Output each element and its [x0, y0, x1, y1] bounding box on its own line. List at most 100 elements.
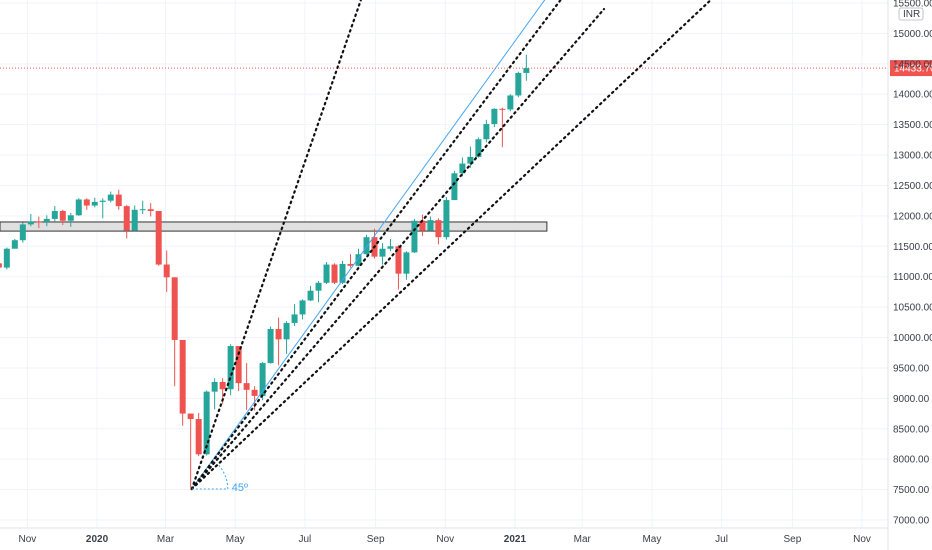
candle-body — [227, 346, 234, 390]
candle-body — [363, 237, 370, 255]
candle-body — [355, 254, 362, 266]
y-tick-label: 10500.00 — [893, 303, 932, 314]
y-axis: 7000.00 7500.00 8000.00 8500.00 9000.00 9500.… — [893, 0, 932, 527]
candle-body — [19, 224, 26, 241]
candle-body — [307, 290, 314, 301]
candle-body — [163, 264, 170, 278]
candle-body — [339, 263, 346, 283]
candle-body — [235, 346, 242, 384]
y-tick-label: 12000.00 — [893, 211, 932, 222]
candle-body — [283, 322, 290, 340]
x-tick-label: Mar — [157, 534, 175, 545]
y-tick-label: 8500.00 — [893, 424, 930, 435]
candle-body — [0, 263, 2, 268]
candle-body — [467, 156, 474, 164]
candle-body — [291, 314, 298, 323]
candle-body — [395, 246, 402, 274]
fan-line — [190, 0, 562, 491]
candle-body — [91, 201, 98, 206]
grid-lines — [0, 0, 889, 550]
candle-body — [187, 413, 194, 420]
candle-body — [171, 277, 178, 340]
candle-body — [523, 68, 530, 73]
fan-line — [190, 0, 713, 491]
angle-label: 45º — [232, 482, 248, 494]
candle-body — [107, 194, 114, 201]
candle-body — [475, 139, 482, 157]
candle-body — [203, 391, 210, 455]
candle-body — [139, 209, 146, 211]
support-resistance-zone — [0, 221, 548, 232]
candle-body — [75, 199, 82, 216]
candle-body — [427, 220, 434, 231]
candle-body — [299, 300, 306, 315]
last-price-line: 14433.70 — [0, 60, 932, 77]
horizontal-zone — [0, 221, 548, 232]
x-axis: Nov 2020 Mar May Jul Sep Nov 2021 Mar May Jul Sep No… — [18, 534, 870, 545]
trend-channel-line — [191, 0, 546, 490]
candle-body — [243, 383, 250, 390]
angle-arc — [217, 463, 229, 489]
candle-body — [435, 220, 442, 238]
currency-box — [898, 7, 924, 21]
x-tick-label: Nov — [853, 534, 871, 545]
candle-body — [219, 381, 226, 390]
y-tick-label: 9500.00 — [893, 363, 930, 374]
candles — [0, 54, 530, 489]
candle-body — [211, 381, 218, 392]
candle-body — [419, 220, 426, 231]
candle-body — [323, 264, 330, 283]
candle-body — [131, 209, 138, 231]
y-tick-label: 14000.00 — [893, 90, 932, 101]
x-tick-label: Jul — [298, 534, 311, 545]
candle-body — [515, 72, 522, 96]
candle-body — [507, 95, 514, 110]
candle-body — [483, 124, 490, 140]
fan-line — [190, 0, 363, 491]
y-tick-label: 11000.00 — [893, 272, 932, 283]
candle-body — [11, 240, 18, 249]
candle-body — [387, 246, 394, 249]
y-tick-label: 14500.00 — [893, 59, 932, 70]
candle-body — [67, 215, 74, 221]
trend-lines: 45º — [190, 0, 713, 494]
last-price-label: 14433.70 — [894, 64, 932, 75]
y-tick-label: 8000.00 — [893, 455, 930, 466]
candle-body — [491, 108, 498, 125]
candle-body — [251, 389, 258, 396]
x-tick-label: 2020 — [86, 534, 109, 545]
candle-body — [155, 211, 162, 265]
y-tick-label: 13000.00 — [893, 151, 932, 162]
candle-body — [43, 218, 50, 222]
y-tick-label: 15500.00 — [893, 0, 932, 10]
y-tick-label: 10000.00 — [893, 333, 932, 344]
x-tick-label: Sep — [783, 534, 801, 545]
candle-body — [123, 206, 130, 231]
candle-body — [51, 211, 58, 219]
candle-body — [499, 108, 506, 110]
y-tick-label: 9000.00 — [893, 394, 930, 405]
candle-body — [83, 199, 90, 206]
candle-body — [347, 263, 354, 266]
candle-body — [459, 163, 466, 174]
y-tick-label: 12500.00 — [893, 181, 932, 192]
y-tick-label: 13500.00 — [893, 120, 932, 131]
x-tick-label: Sep — [367, 534, 385, 545]
y-tick-label: 11500.00 — [893, 242, 932, 253]
currency-label: INR — [903, 9, 920, 20]
candle-body — [147, 209, 154, 212]
candle-body — [403, 252, 410, 274]
y-tick-label: 7000.00 — [893, 516, 930, 527]
candle-body — [315, 282, 322, 291]
candle-body — [27, 221, 34, 225]
candle-body — [99, 200, 106, 202]
candle-body — [259, 363, 266, 396]
candle-body — [267, 329, 274, 364]
candle-body — [179, 339, 186, 414]
candle-body — [3, 248, 10, 268]
candle-body — [411, 220, 418, 253]
x-tick-label: Nov — [18, 534, 36, 545]
candle-body — [451, 173, 458, 201]
